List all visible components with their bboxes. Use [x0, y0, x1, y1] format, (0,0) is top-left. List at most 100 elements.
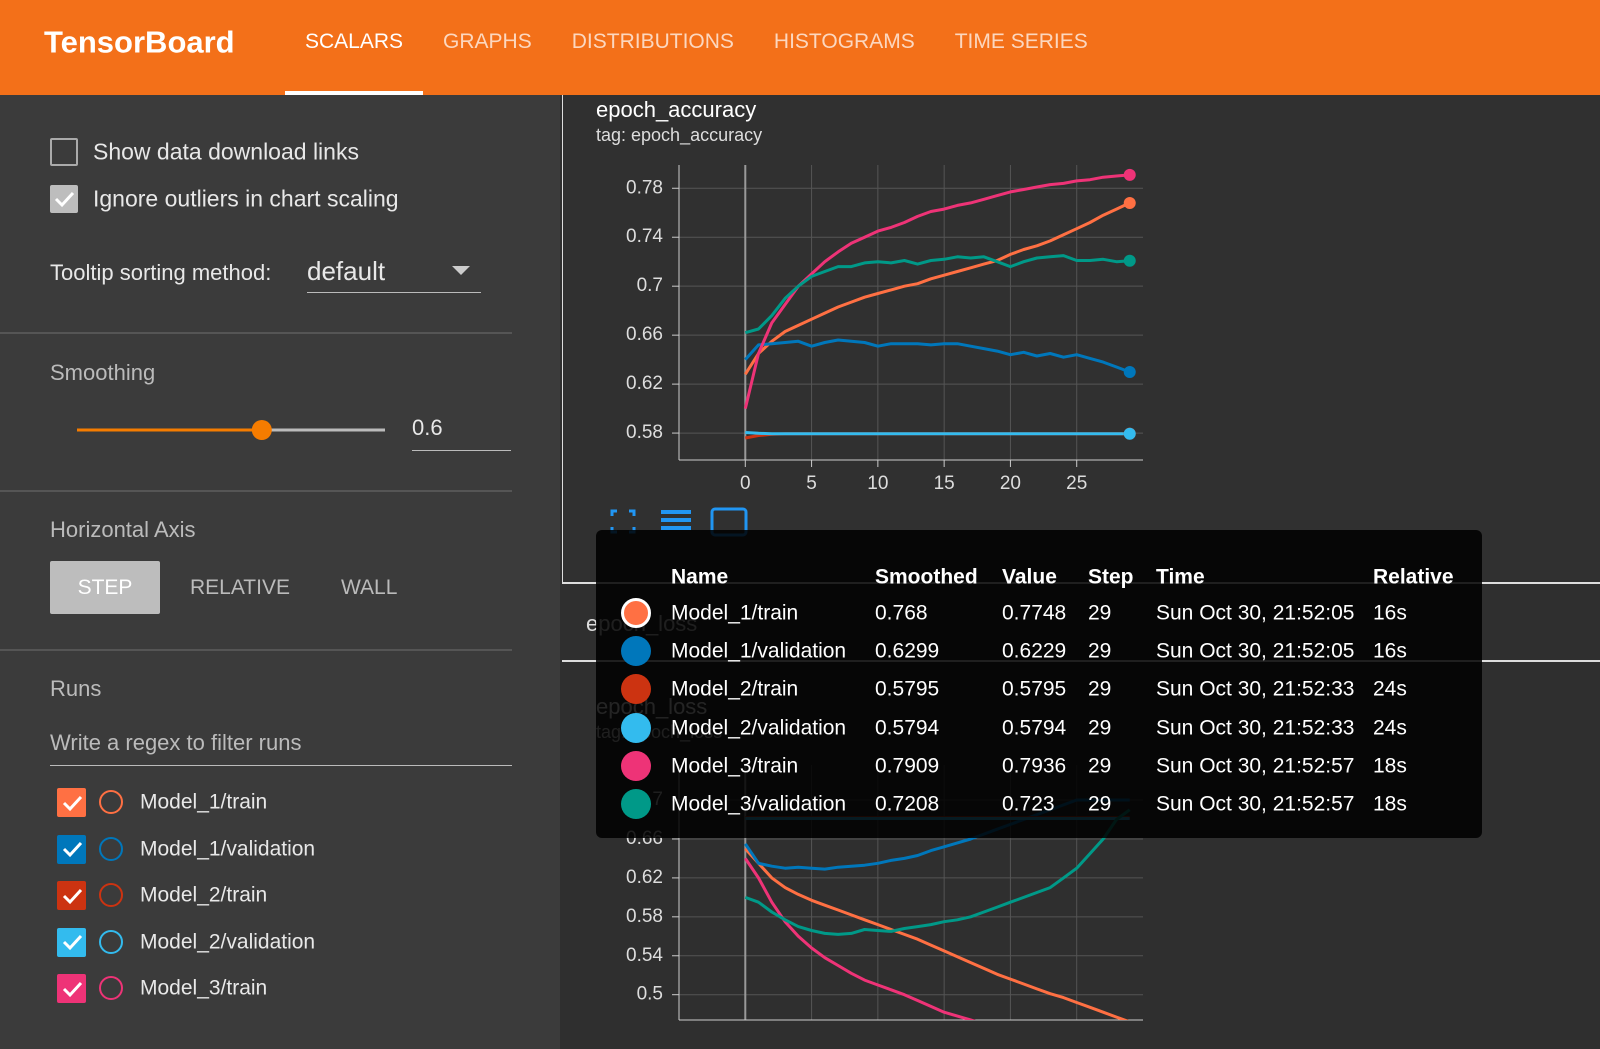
x-tick-label: 5 [806, 473, 817, 494]
y-tick-label: 0.66 [626, 324, 663, 345]
sidebar: Show data download links Ignore outliers… [0, 95, 560, 1049]
tooltip-cell: Model_1/validation [671, 639, 847, 663]
run-dot [621, 750, 651, 781]
tooltip-cell: Model_3/validation [671, 792, 847, 816]
tooltip-header: Name [671, 565, 729, 589]
run-color [99, 790, 123, 814]
tooltip-cell: 16s [1373, 639, 1407, 663]
slider-thumb[interactable] [251, 420, 272, 440]
tooltip-cell: 29 [1088, 792, 1112, 816]
y-tick-label: 0.62 [626, 867, 663, 888]
series-endpoint [1123, 254, 1136, 267]
tooltip-cell: 0.7936 [1002, 754, 1067, 778]
plot [743, 173, 1131, 440]
chart-subtitle: tag: epoch_accuracy [596, 125, 762, 146]
x-tick-label: 0 [740, 473, 751, 494]
tooltip-cell: Sun Oct 30, 21:52:05 [1156, 639, 1355, 663]
tooltip-cell: 29 [1088, 639, 1112, 663]
sort-label: Tooltip sorting method: [50, 260, 272, 285]
tooltip-cell: 29 [1088, 601, 1112, 625]
tooltip-cell: Sun Oct 30, 21:52:57 [1156, 792, 1355, 816]
tooltip-cell: Sun Oct 30, 21:52:33 [1156, 716, 1355, 740]
select-underline [307, 292, 481, 293]
axis-option[interactable]: WALL [341, 576, 398, 599]
tab[interactable]: HISTOGRAMS [773, 30, 915, 53]
tooltip-cell: 0.5794 [1002, 716, 1067, 740]
log-scale-icon[interactable] [661, 510, 691, 530]
x-tick-label: 20 [1000, 473, 1021, 494]
sort-select[interactable]: default [307, 256, 386, 286]
tooltip-cell: 29 [1088, 754, 1112, 778]
tooltip-cell: 24s [1373, 677, 1407, 701]
series-endpoint [1123, 365, 1136, 378]
tooltip-header: Value [1002, 565, 1057, 589]
tab-bar: SCALARS GRAPHS DISTRIBUTIONS HISTOGRAMS TIME… [285, 0, 1108, 95]
tooltip-cell: Model_3/train [671, 754, 799, 778]
run-name: Model_1/validation [140, 837, 316, 860]
run-checkbox[interactable] [57, 881, 86, 910]
run-checkbox[interactable] [57, 788, 86, 817]
run-dot [621, 712, 651, 743]
run-dot [621, 598, 651, 628]
tab[interactable]: DISTRIBUTIONS [571, 30, 734, 53]
run-filter[interactable]: Write a regex to filter runs [50, 730, 302, 755]
series-line [744, 201, 1131, 376]
tooltip-cell: 0.768 [875, 601, 928, 625]
series-endpoint [1123, 196, 1136, 209]
tab[interactable]: TIME SERIES [954, 30, 1088, 53]
fullscreen-icon[interactable] [610, 509, 636, 534]
series-endpoint [1123, 427, 1136, 440]
run-color [99, 976, 123, 1000]
tooltip-cell: Sun Oct 30, 21:52:05 [1156, 601, 1355, 625]
tooltip-cell: 18s [1373, 792, 1407, 816]
y-tick-label: 0.62 [626, 373, 663, 394]
run-color [99, 883, 123, 907]
run-dot [621, 789, 651, 819]
tooltip-header: Relative [1373, 565, 1454, 589]
tooltip-cell: 0.7909 [875, 754, 940, 778]
tooltip-header: Step [1088, 565, 1134, 589]
input-underline [412, 450, 511, 451]
y-tick-label: 0.7 [637, 275, 663, 296]
run-color [99, 929, 123, 954]
run-checkbox[interactable] [57, 834, 86, 864]
tooltip-cell: 0.7748 [1002, 601, 1067, 625]
run-checkbox[interactable] [57, 927, 86, 957]
y-tick-label: 0.78 [626, 177, 663, 198]
tooltip-cell: 0.5795 [875, 677, 940, 701]
separator [0, 490, 512, 492]
tooltip-cell: 0.5795 [1002, 677, 1067, 701]
checkbox[interactable] [50, 138, 78, 166]
smoothing-value[interactable]: 0.6 [412, 415, 443, 440]
x-tick-label: 15 [934, 473, 955, 494]
axis-option[interactable]: STEP [50, 561, 160, 614]
tooltip-cell: 0.5794 [875, 716, 940, 740]
series-line [744, 847, 1129, 1020]
tab[interactable]: SCALARS [285, 0, 424, 95]
dropdown-arrow [452, 266, 470, 275]
series-line [745, 431, 1130, 436]
run-checkbox[interactable] [57, 974, 86, 1003]
axis-option[interactable]: RELATIVE [190, 576, 290, 599]
x-tick-label: 25 [1066, 473, 1087, 494]
series-line [744, 808, 1131, 936]
tooltip-cell: 16s [1373, 601, 1407, 625]
tooltip-cell: 0.6229 [1002, 639, 1067, 663]
y-tick-label: 0.58 [626, 422, 663, 443]
chart-title: epoch_accuracy [596, 97, 756, 122]
option-label: Ignore outliers in chart scaling [93, 185, 399, 212]
tooltip-cell: Model_2/train [671, 677, 799, 701]
series-line [744, 857, 976, 1020]
tooltip-cell: 18s [1373, 754, 1407, 778]
checkbox[interactable] [50, 185, 78, 213]
tooltip-cell: 0.723 [1002, 792, 1055, 816]
run-name: Model_2/train [140, 883, 268, 907]
y-tick-label: 0.58 [626, 906, 663, 927]
tab[interactable]: GRAPHS [443, 30, 532, 53]
x-tick-label: 10 [867, 473, 888, 494]
smoothing-slider[interactable] [60, 415, 400, 445]
tooltip-cell: 29 [1088, 716, 1112, 740]
run-dot [621, 674, 651, 705]
